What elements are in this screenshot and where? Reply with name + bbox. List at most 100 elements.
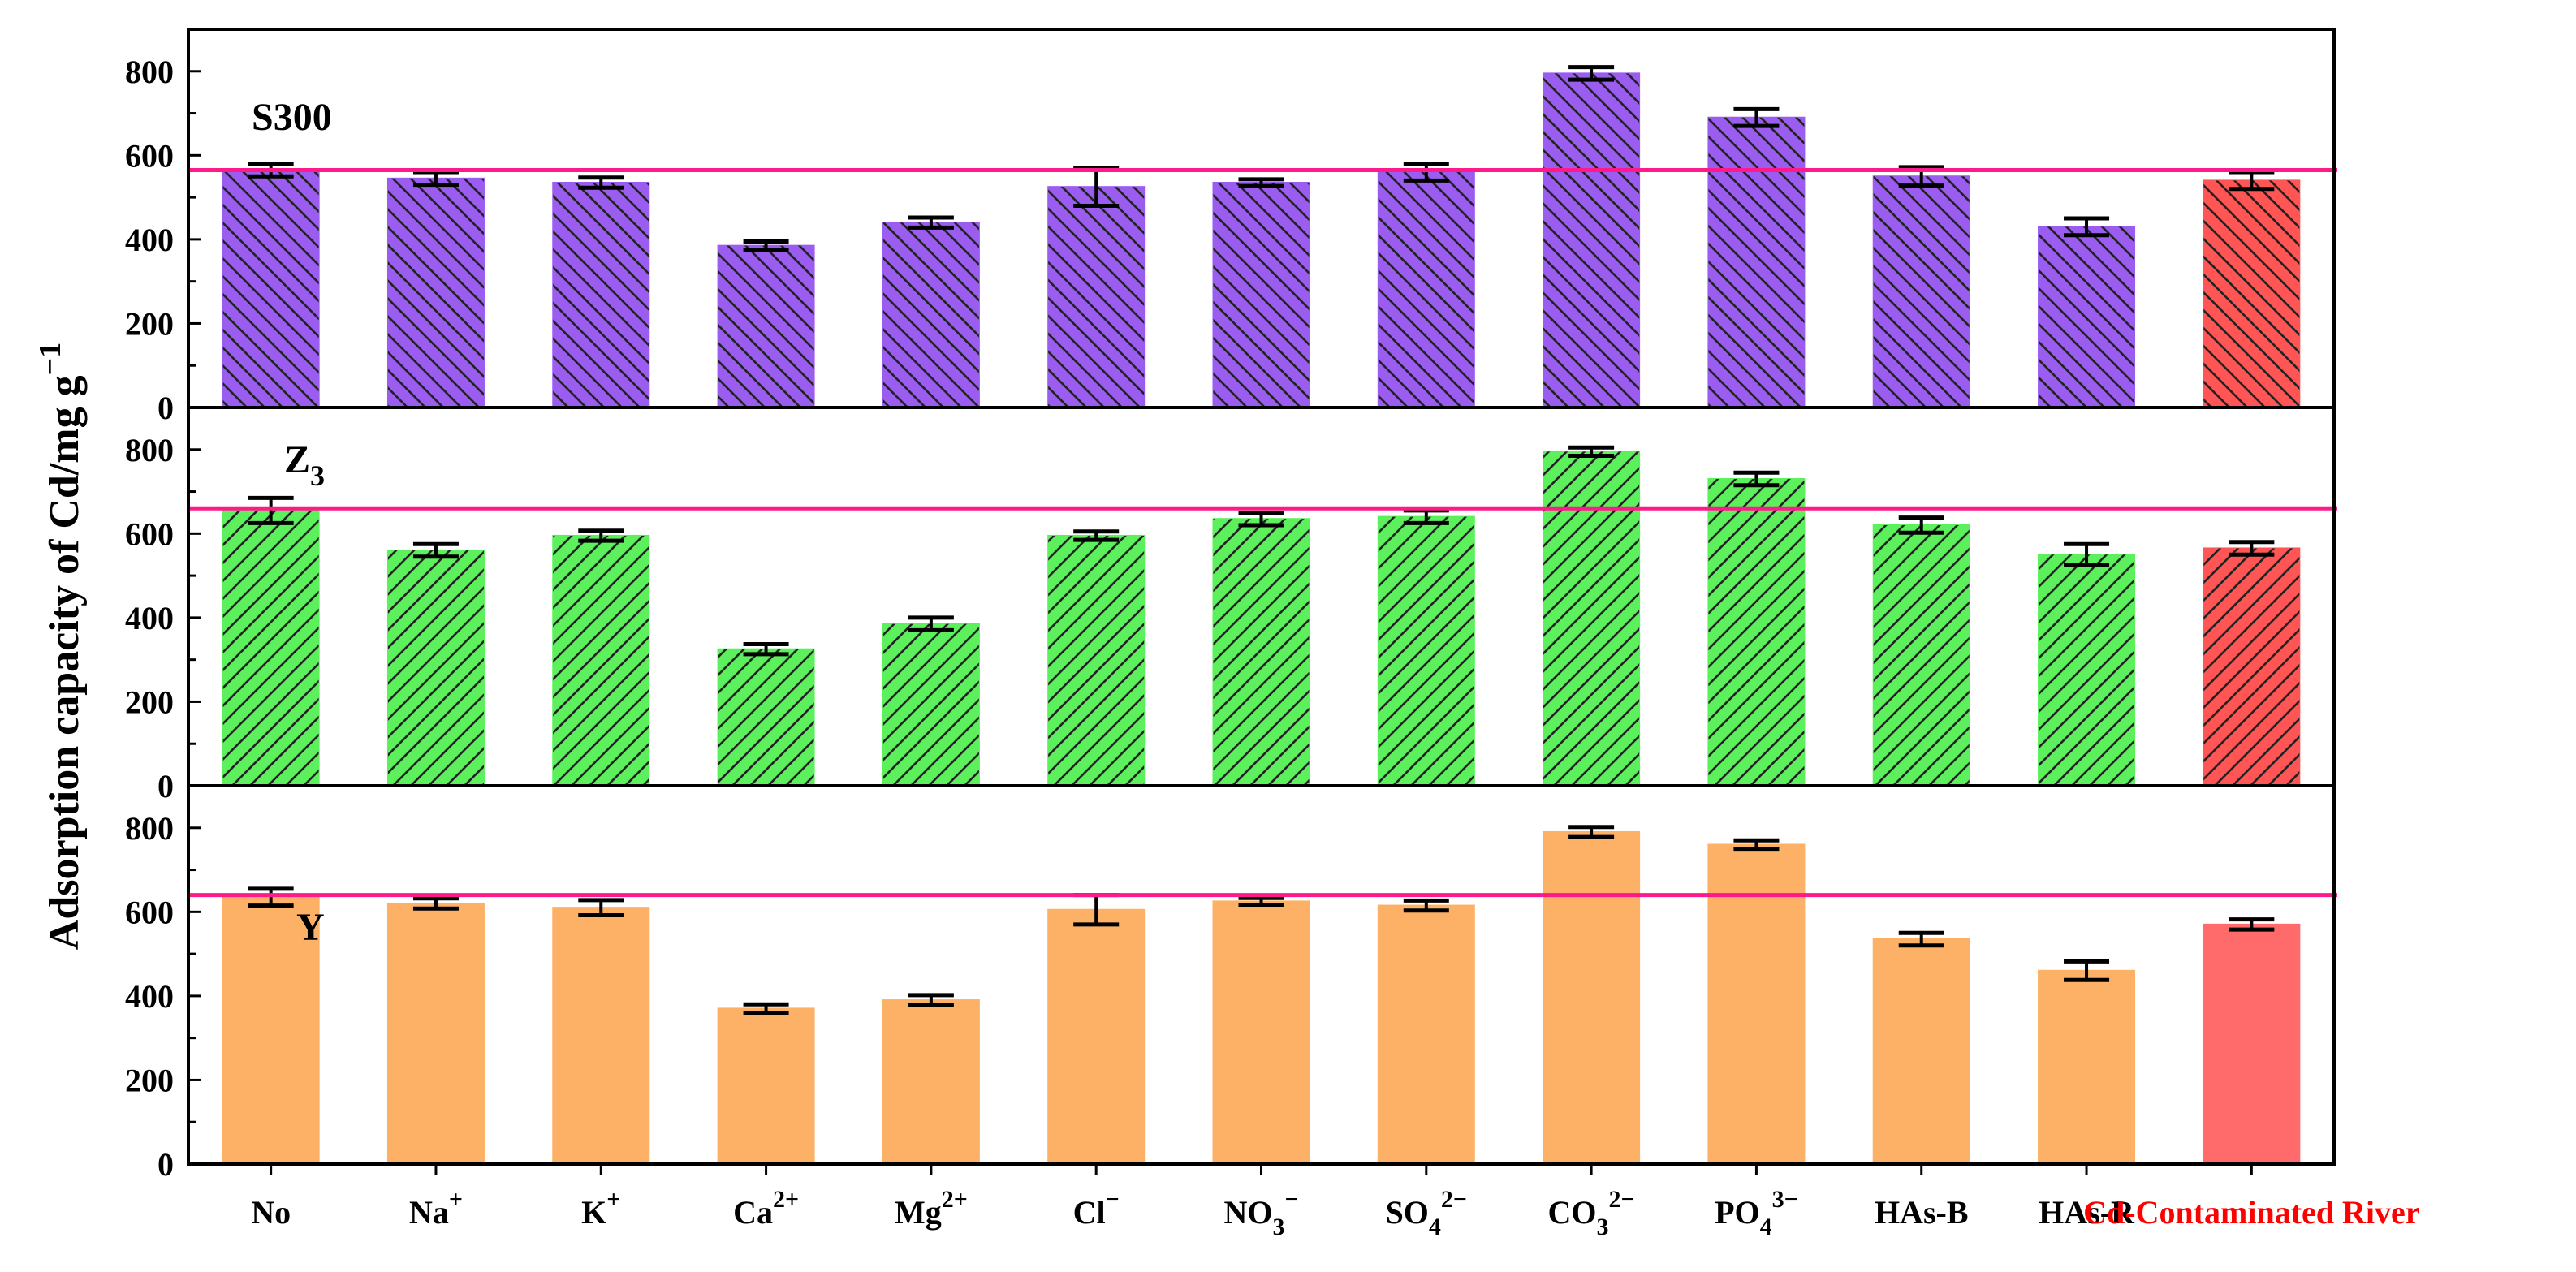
- bar-hatch-s300-1: [387, 178, 484, 408]
- bar-hatch-z3-12: [2203, 548, 2300, 786]
- x-axis-tick-labels: No Na+ K+ Ca2+ Mg2+ Cl− NO3− SO42− CO32− PO43− HAs…: [251, 1164, 2420, 1240]
- error-bar-y-1: [412, 896, 459, 911]
- bar-hatch-z3-8: [1543, 451, 1640, 786]
- bar-y-2: [552, 907, 650, 1165]
- y-tick-label-s300-600: 600: [125, 137, 174, 174]
- bar-y-0: [222, 896, 320, 1165]
- error-bar-s300-12: [2229, 170, 2275, 192]
- y-tick-label-y-600: 600: [125, 894, 174, 930]
- bar-y-3: [717, 1007, 815, 1166]
- bar-hatch-z3-7: [1378, 516, 1474, 786]
- bar-y-10: [1872, 938, 1970, 1165]
- bar-y-4: [882, 999, 980, 1165]
- error-bar-z3-11: [2064, 541, 2110, 567]
- bar-y-11: [2038, 969, 2136, 1166]
- error-bar-y-3: [743, 1002, 789, 1015]
- error-bar-z3-5: [1073, 529, 1120, 542]
- panel-label-y: Y: [296, 906, 325, 949]
- error-bar-s300-2: [578, 175, 624, 190]
- y-tick-label-y-400: 400: [125, 978, 174, 1015]
- error-bar-y-7: [1403, 898, 1449, 913]
- error-bar-s300-1: [412, 170, 459, 188]
- y-tick-label-s300-800: 800: [125, 54, 174, 90]
- bar-hatch-s300-3: [718, 245, 814, 407]
- bar-y-8: [1543, 830, 1641, 1165]
- error-bar-z3-9: [1733, 470, 1780, 488]
- error-bar-s300-7: [1403, 162, 1449, 183]
- bar-hatch-s300-7: [1378, 172, 1474, 408]
- error-bar-z3-1: [412, 541, 459, 559]
- bar-hatch-z3-4: [882, 623, 979, 786]
- panel-label-s300: S300: [252, 96, 332, 139]
- y-tick-label-z3-0: 0: [157, 768, 174, 804]
- x-label-5: Cl−: [1073, 1186, 1120, 1231]
- error-bar-z3-6: [1238, 510, 1284, 528]
- y-axis-label: Adsorption capacity of Cd/mg g−1: [33, 343, 88, 950]
- error-bar-y-8: [1568, 825, 1615, 839]
- bar-hatch-s300-0: [222, 170, 319, 407]
- bar-hatch-s300-5: [1048, 187, 1145, 407]
- x-label-0: No: [251, 1194, 291, 1231]
- panel-z3: 0 200 400 600 800 Z3: [125, 406, 2337, 804]
- error-bar-z3-3: [743, 642, 789, 657]
- x-label-3: Ca2+: [733, 1186, 799, 1231]
- bar-hatch-z3-3: [718, 649, 814, 786]
- bar-hatch-z3-10: [1873, 524, 1970, 786]
- error-bar-s300-11: [2064, 216, 2110, 238]
- y-tick-label-s300-400: 400: [125, 222, 174, 258]
- error-bar-z3-2: [578, 528, 624, 543]
- y-tick-label-z3-400: 400: [125, 600, 174, 636]
- error-bar-y-6: [1238, 895, 1284, 908]
- error-bar-z3-12: [2229, 540, 2275, 557]
- error-bar-y-9: [1733, 838, 1780, 852]
- x-label-9: PO43−: [1715, 1186, 1798, 1240]
- y-tick-label-y-0: 0: [157, 1146, 174, 1183]
- error-bar-z3-10: [1898, 515, 1944, 535]
- bar-hatch-z3-9: [1708, 479, 1805, 786]
- panel-label-z3: Z3: [284, 438, 325, 492]
- chart-panels: 0 200 400 600 800 S300 0 200 400 600 800 Z3 0 200 400 6…: [125, 28, 2337, 1183]
- error-bar-z3-4: [908, 615, 954, 632]
- bar-y-12: [2203, 923, 2301, 1166]
- bar-hatch-z3-6: [1213, 519, 1310, 786]
- bar-hatch-s300-8: [1543, 73, 1640, 407]
- y-tick-label-z3-800: 800: [125, 432, 174, 468]
- x-label-6: NO3−: [1223, 1186, 1298, 1240]
- bar-hatch-z3-2: [553, 535, 649, 786]
- bar-y-7: [1377, 904, 1475, 1165]
- error-bar-y-0: [248, 886, 294, 908]
- y-tick-label-s300-200: 200: [125, 305, 174, 342]
- bar-hatch-s300-10: [1873, 176, 1970, 407]
- error-bar-s300-9: [1733, 106, 1780, 128]
- x-label-12: Cd-Contaminated River: [2083, 1194, 2419, 1231]
- y-tick-label-y-200: 200: [125, 1062, 174, 1098]
- error-bar-s300-8: [1568, 65, 1615, 82]
- x-label-1: Na+: [409, 1186, 463, 1231]
- bar-hatch-s300-11: [2039, 226, 2135, 407]
- error-bar-y-4: [908, 993, 954, 1007]
- bar-y-6: [1212, 900, 1310, 1166]
- y-tick-label-z3-200: 200: [125, 683, 174, 720]
- bar-y-1: [386, 902, 485, 1165]
- x-label-2: K+: [581, 1186, 620, 1231]
- bar-y-9: [1707, 843, 1806, 1165]
- y-tick-label-y-800: 800: [125, 810, 174, 847]
- error-bar-y-11: [2064, 959, 2110, 982]
- panel-y: 0 200 400 600 800 Y: [125, 784, 2337, 1183]
- error-bar-s300-4: [908, 215, 954, 230]
- panel-s300: 0 200 400 600 800 S300: [125, 28, 2337, 426]
- error-bar-y-10: [1898, 930, 1944, 948]
- error-bar-s300-3: [743, 239, 789, 252]
- error-bar-y-12: [2229, 917, 2275, 932]
- error-bar-z3-8: [1568, 445, 1615, 459]
- x-label-11: HAs-R: [2039, 1194, 2135, 1231]
- bar-hatch-z3-0: [222, 510, 319, 786]
- bar-hatch-s300-9: [1708, 117, 1805, 407]
- bar-y-5: [1047, 908, 1146, 1165]
- bar-hatch-s300-2: [553, 182, 649, 407]
- x-label-8: CO32−: [1548, 1186, 1635, 1240]
- error-bar-z3-7: [1403, 508, 1449, 525]
- error-bar-s300-5: [1073, 166, 1120, 208]
- y-tick-label-s300-0: 0: [157, 390, 174, 426]
